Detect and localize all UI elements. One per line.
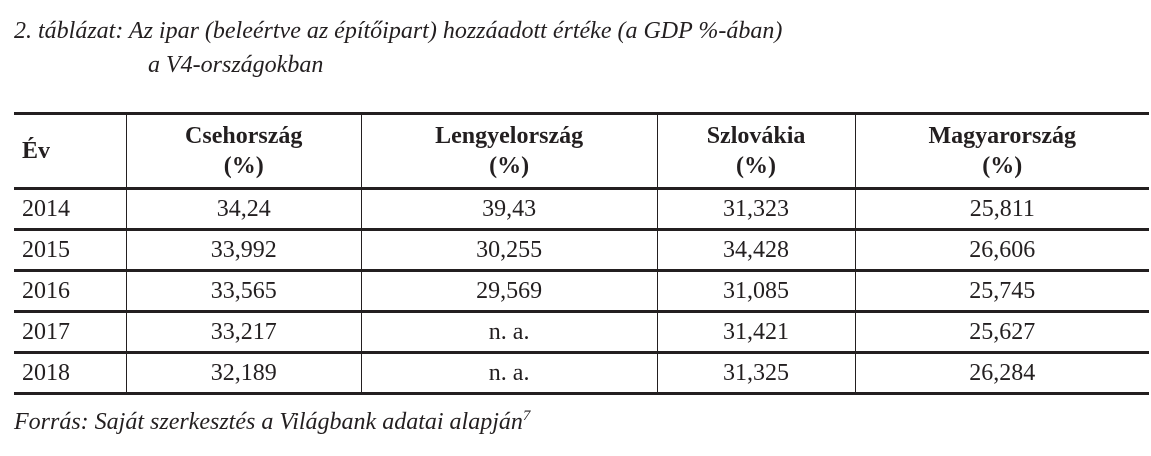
header-label: Magyarország bbox=[928, 123, 1077, 149]
header-unit: (%) bbox=[223, 153, 264, 179]
year-cell: 2018 bbox=[14, 352, 127, 395]
column-header: Év bbox=[14, 113, 127, 190]
caption-line-2: a V4-országokban bbox=[148, 52, 324, 78]
source-note: Forrás: Saját szerkesztés a Világbank ad… bbox=[14, 408, 530, 436]
source-text: Forrás: Saját szerkesztés a Világbank ad… bbox=[14, 409, 523, 435]
value-cell: n. a. bbox=[360, 352, 658, 395]
value-cell: 34,24 bbox=[125, 188, 362, 231]
column-header: Csehország (%) bbox=[125, 113, 362, 190]
value-cell: 32,189 bbox=[125, 352, 362, 395]
value-cell: 26,606 bbox=[854, 229, 1149, 272]
value-cell: 29,569 bbox=[360, 270, 658, 313]
header-unit: (%) bbox=[982, 153, 1023, 179]
value-cell: 30,255 bbox=[360, 229, 658, 272]
value-cell: 31,323 bbox=[656, 188, 856, 231]
value-cell: 33,565 bbox=[125, 270, 362, 313]
column-header: Szlovákia (%) bbox=[656, 113, 856, 190]
value-cell: 25,811 bbox=[854, 188, 1149, 231]
header-label: Év bbox=[22, 138, 51, 164]
data-table: Év Csehország (%) Lengyelország (%) Szlovákia… bbox=[14, 112, 1149, 395]
value-cell: 25,627 bbox=[854, 311, 1149, 354]
header-label: Lengyelország bbox=[435, 123, 584, 149]
caption-line-1: 2. táblázat: Az ipar (beleértve az építő… bbox=[14, 18, 783, 44]
value-cell: 26,284 bbox=[854, 352, 1149, 395]
table-row: 2014 34,24 39,43 31,323 25,811 bbox=[14, 188, 1149, 231]
value-cell: 31,421 bbox=[656, 311, 856, 354]
year-cell: 2017 bbox=[14, 311, 127, 354]
value-cell: 31,085 bbox=[656, 270, 856, 313]
table-row: 2017 33,217 n. a. 31,421 25,627 bbox=[14, 311, 1149, 354]
column-header: Lengyelország (%) bbox=[360, 113, 658, 190]
header-label: Csehország bbox=[185, 123, 303, 149]
table-caption: 2. táblázat: Az ipar (beleértve az építő… bbox=[14, 14, 782, 82]
year-cell: 2015 bbox=[14, 229, 127, 272]
table-row: 2016 33,565 29,569 31,085 25,745 bbox=[14, 270, 1149, 313]
value-cell: 25,745 bbox=[854, 270, 1149, 313]
column-header: Magyarország (%) bbox=[854, 113, 1149, 190]
table-row: 2018 32,189 n. a. 31,325 26,284 bbox=[14, 352, 1149, 395]
value-cell: 31,325 bbox=[656, 352, 856, 395]
header-label: Szlovákia bbox=[706, 123, 806, 149]
value-cell: 33,992 bbox=[125, 229, 362, 272]
value-cell: 39,43 bbox=[360, 188, 658, 231]
value-cell: n. a. bbox=[360, 311, 658, 354]
header-unit: (%) bbox=[736, 153, 777, 179]
value-cell: 34,428 bbox=[656, 229, 856, 272]
header-unit: (%) bbox=[489, 153, 530, 179]
header-row: Év Csehország (%) Lengyelország (%) Szlovákia… bbox=[14, 113, 1149, 190]
year-cell: 2014 bbox=[14, 188, 127, 231]
value-cell: 33,217 bbox=[125, 311, 362, 354]
table-row: 2015 33,992 30,255 34,428 26,606 bbox=[14, 229, 1149, 272]
footnote-marker: 7 bbox=[522, 408, 531, 424]
year-cell: 2016 bbox=[14, 270, 127, 313]
